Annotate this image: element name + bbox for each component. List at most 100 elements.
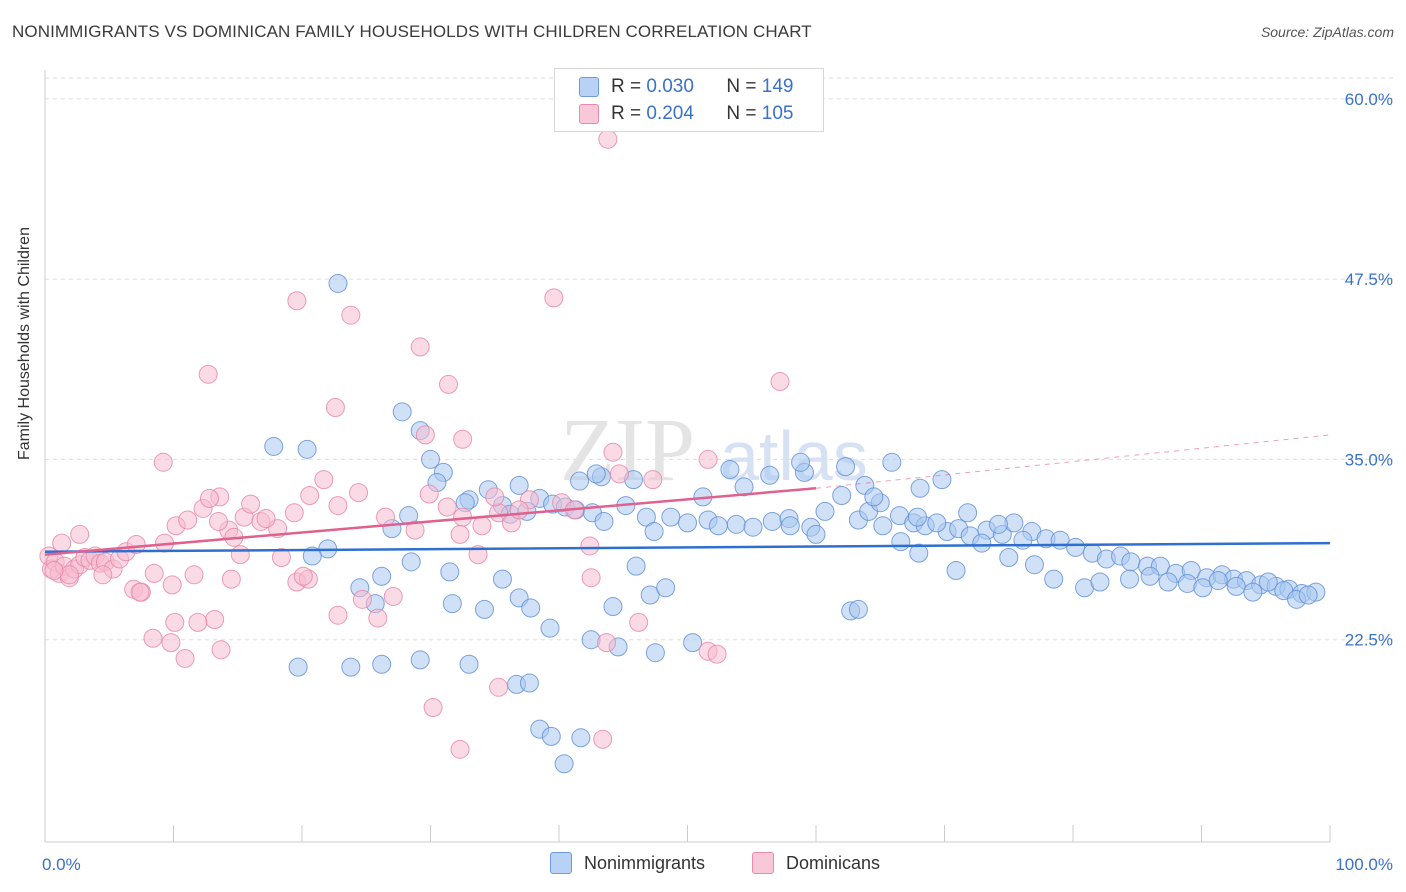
data-point [405,520,425,540]
data-point [241,494,261,514]
y-tick-label: 47.5% [1345,270,1393,289]
data-point [1298,585,1318,605]
data-point [909,543,929,563]
data-point [683,633,703,653]
data-point [93,565,113,585]
data-point [130,582,150,602]
data-point [836,457,856,477]
n-value: 105 [761,103,794,124]
data-point [932,470,952,490]
trend-line-nonimmigrants [44,541,1331,553]
data-point [208,511,228,531]
data-point [540,618,560,638]
data-point [598,129,618,149]
data-point [519,673,539,693]
data-point [1140,566,1160,586]
y-tick-label: 60.0% [1345,90,1393,109]
data-point [188,612,208,632]
data-point [368,608,388,628]
data-point [300,485,320,505]
data-point [626,556,646,576]
data-point [927,513,947,533]
y-tick-label: 35.0% [1345,450,1393,469]
data-point [734,477,754,497]
data-point [678,513,697,533]
x-tick-label: 100.0% [1335,855,1393,874]
data-point [70,524,90,544]
data-point [230,545,250,565]
pink-swatch [752,852,774,874]
data-point [643,470,663,490]
data-point [175,648,195,668]
data-point [580,536,600,556]
data-point [873,516,893,536]
data-point [720,460,740,480]
data-point [287,291,307,311]
y-tick-labels: 22.5% 35.0% 47.5% 60.0% [1345,90,1393,650]
data-point [271,548,291,567]
data-point [1044,569,1064,589]
r-value: 0.204 [646,103,694,124]
legend-row-dominicans: R = 0.204 N = 105 [579,102,793,126]
data-point [815,501,835,521]
data-point [1066,537,1086,557]
r-label: R = [611,103,642,124]
data-point [958,503,978,523]
x-tick-labels: 0.0% 100.0% [42,855,1393,874]
data-point [972,533,992,553]
data-point [437,497,457,517]
data-point [383,586,403,606]
legend-label: Dominicans [786,852,881,873]
data-point [144,563,164,583]
legend-item-nonimmigrants: Nonimmigrants [550,852,705,874]
n-label: N = [726,103,757,124]
data-point [165,612,185,632]
data-point [1090,572,1110,592]
data-point [178,510,198,530]
data-point [891,532,911,552]
data-point [44,560,64,580]
x-tick-label: 0.0% [42,855,81,874]
data-point [1158,572,1178,592]
data-point [1013,530,1033,550]
data-point [541,726,561,746]
data-point [554,754,574,774]
data-point [597,633,617,653]
data-point [1121,552,1141,572]
data-point [864,487,884,507]
data-point [586,464,606,484]
data-point [162,575,182,595]
data-point [198,364,218,384]
data-point [521,598,541,618]
data-point [609,464,629,484]
pink-swatch [579,104,599,124]
data-point [848,599,868,619]
data-point [376,507,396,527]
trend-line-dominicans-extension [815,434,1331,489]
data-point [661,507,681,527]
data-point [314,470,334,490]
data-point [988,514,1008,534]
data-point [410,650,430,670]
data-point [544,288,564,308]
y-axis-label: Family Households with Children [16,227,33,460]
data-point [328,273,348,293]
data-point [293,566,313,586]
data-point [256,509,276,529]
data-point [221,569,241,589]
data-point [302,546,322,566]
n-label: N = [726,76,757,97]
data-point [474,599,494,619]
data-point [570,471,590,491]
chart-title: NONIMMIGRANTS VS DOMINICAN FAMILY HOUSEH… [12,22,812,41]
data-point [297,439,317,459]
data-point [593,729,613,749]
data-point [832,485,852,505]
data-point [153,452,173,472]
data-point [341,657,361,677]
data-point [489,677,509,697]
r-label: R = [611,76,642,97]
data-point [640,585,660,605]
data-point [392,402,412,422]
data-point [325,398,345,417]
